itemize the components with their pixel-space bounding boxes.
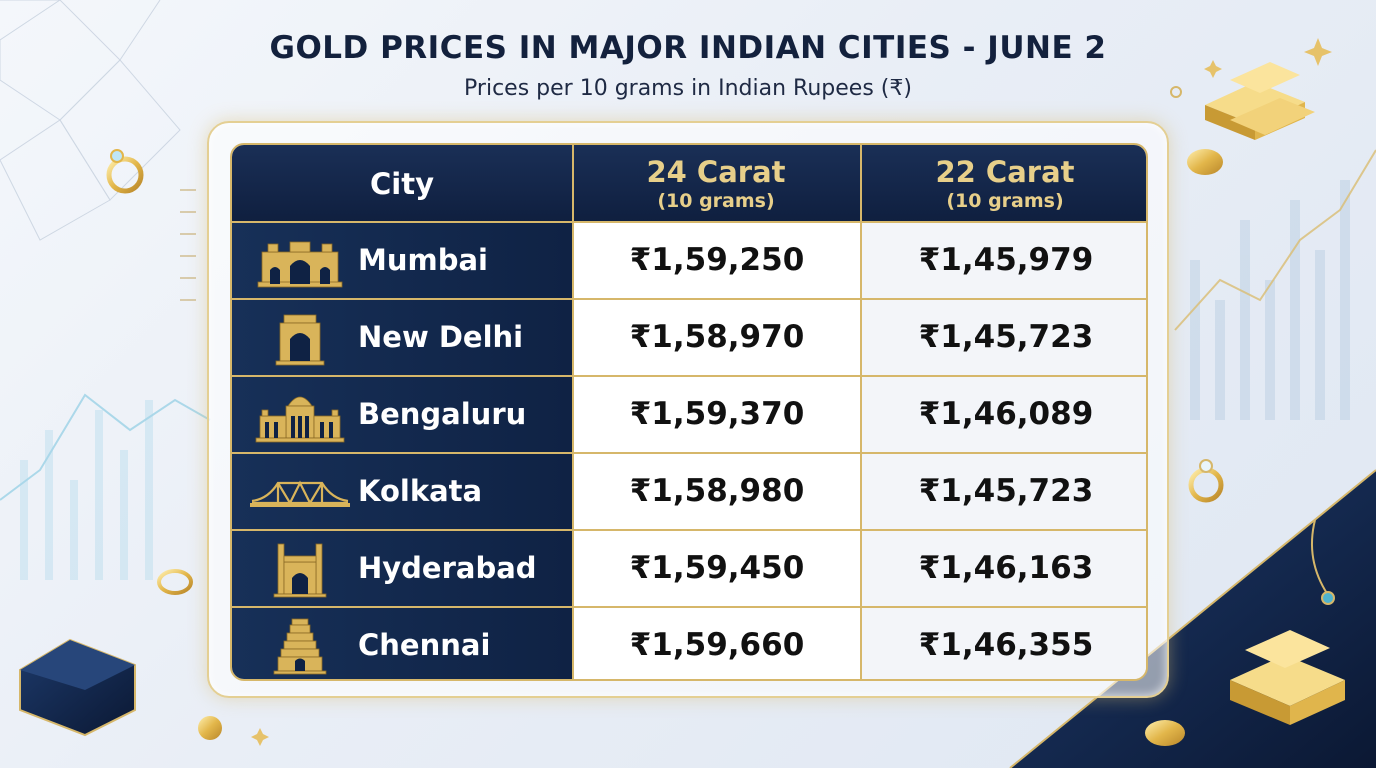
- header-24-carat: 24 Carat (10 grams): [572, 145, 860, 222]
- table-row: New Delhi ₹1,58,970 ₹1,45,723: [232, 299, 1146, 375]
- header-22-carat: 22 Carat (10 grams): [860, 145, 1146, 222]
- header: GOLD PRICES IN MAJOR INDIAN CITIES - JUN…: [0, 30, 1376, 101]
- price-22-carat: ₹1,46,355: [862, 607, 1146, 679]
- city-name: Chennai: [358, 628, 491, 662]
- page-title: GOLD PRICES IN MAJOR INDIAN CITIES - JUN…: [269, 30, 1107, 66]
- table-row: Chennai ₹1,59,660 ₹1,46,355: [232, 607, 1146, 679]
- price-22-carat: ₹1,45,723: [862, 453, 1146, 529]
- price-24-carat: ₹1,58,970: [574, 299, 860, 375]
- header-24-carat-label: 24 Carat: [646, 155, 786, 189]
- price-22-carat: ₹1,46,163: [862, 530, 1146, 606]
- column-divider: [572, 145, 574, 679]
- city-cell: Mumbai: [232, 222, 572, 298]
- city-cell: Hyderabad: [232, 530, 572, 606]
- price-24-carat: ₹1,58,980: [574, 453, 860, 529]
- column-divider: [860, 145, 862, 679]
- gold-price-table: City 24 Carat (10 grams) 22 Carat (10 gr…: [230, 143, 1148, 681]
- city-cell: Chennai: [232, 607, 572, 679]
- header-city: City: [370, 166, 434, 201]
- row-divider: [232, 375, 1146, 377]
- table-header: City 24 Carat (10 grams) 22 Carat (10 gr…: [232, 145, 1146, 222]
- table-row: Hyderabad ₹1,59,450 ₹1,46,163: [232, 530, 1146, 606]
- table-row: Mumbai ₹1,59,250 ₹1,45,979: [232, 222, 1146, 298]
- price-24-carat: ₹1,59,250: [574, 222, 860, 298]
- table-row: Kolkata ₹1,58,980 ₹1,45,723: [232, 453, 1146, 529]
- page-subtitle: Prices per 10 grams in Indian Rupees (₹): [464, 76, 912, 101]
- table-row: Bengaluru ₹1,59,370 ₹1,46,089: [232, 376, 1146, 452]
- city-name: Kolkata: [358, 474, 483, 508]
- city-cell: Bengaluru: [232, 376, 572, 452]
- temple-gopuram-icon: [273, 618, 327, 675]
- city-name: Bengaluru: [358, 397, 527, 431]
- city-cell: New Delhi: [232, 299, 572, 375]
- price-22-carat: ₹1,46,089: [862, 376, 1146, 452]
- header-22-carat-label: 22 Carat: [935, 155, 1075, 189]
- city-cell: Kolkata: [232, 453, 572, 529]
- price-24-carat: ₹1,59,660: [574, 607, 860, 679]
- price-22-carat: ₹1,45,979: [862, 222, 1146, 298]
- header-24-carat-unit: (10 grams): [657, 190, 775, 212]
- charminar-icon: [273, 543, 327, 598]
- row-divider: [232, 221, 1146, 223]
- city-name: Mumbai: [358, 243, 488, 277]
- city-name: New Delhi: [358, 320, 524, 354]
- city-name: Hyderabad: [358, 551, 537, 585]
- header-22-carat-unit: (10 grams): [946, 190, 1064, 212]
- gateway-of-india-icon: [257, 241, 343, 288]
- howrah-bridge-icon: [250, 480, 350, 507]
- india-gate-icon: [275, 314, 325, 366]
- row-divider: [232, 298, 1146, 300]
- price-22-carat: ₹1,45,723: [862, 299, 1146, 375]
- row-divider: [232, 606, 1146, 608]
- price-24-carat: ₹1,59,370: [574, 376, 860, 452]
- row-divider: [232, 529, 1146, 531]
- row-divider: [232, 452, 1146, 454]
- price-24-carat: ₹1,59,450: [574, 530, 860, 606]
- vidhana-soudha-icon: [255, 396, 345, 443]
